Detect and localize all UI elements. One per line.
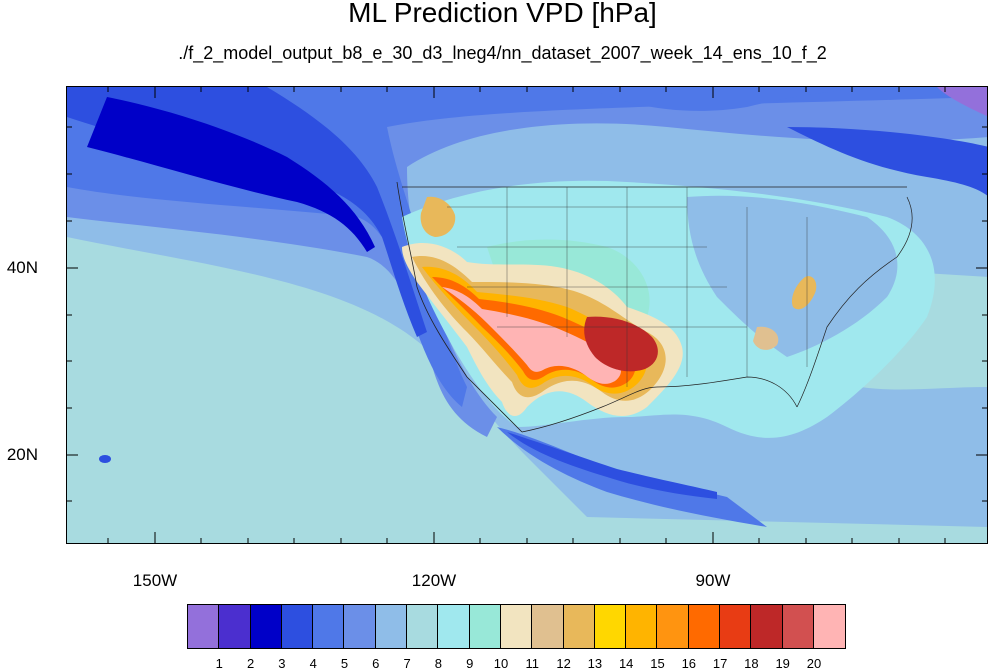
colorbar-box <box>219 605 251 648</box>
colorbar-label: 13 <box>587 656 603 671</box>
lat-label-20n: 20N <box>6 445 38 464</box>
lon-label-120w: 120W <box>411 571 457 590</box>
colorbar-box <box>563 605 595 648</box>
colorbar-label: 15 <box>650 656 665 671</box>
colorbar-label: 9 <box>466 656 474 671</box>
colorbar-label: 14 <box>618 656 634 671</box>
colorbar-box <box>688 605 721 648</box>
lon-label-150w: 150W <box>132 571 178 590</box>
colorbar-label: 7 <box>403 656 411 671</box>
colorbar-label: 1 <box>215 656 223 671</box>
colorbar-box <box>250 605 282 648</box>
colorbar-box <box>407 605 439 648</box>
colorbar-label: 20 <box>806 656 822 671</box>
map-subtitle: ./f_2_model_output_b8_e_30_d3_lneg4/nn_d… <box>178 43 827 63</box>
colorbar-label: 8 <box>434 656 442 671</box>
colorbar <box>187 604 847 649</box>
colorbar-box <box>657 605 689 648</box>
colorbar-label: 11 <box>525 656 540 671</box>
colorbar-box <box>751 605 783 648</box>
colorbar-box <box>344 605 376 648</box>
vpd-field <box>67 87 987 543</box>
colorbar-box <box>720 605 752 648</box>
lat-label-40n: 40N <box>6 258 38 277</box>
lon-label-90w: 90W <box>695 571 731 590</box>
colorbar-box <box>532 605 564 648</box>
map-title: ML Prediction VPD [hPa] <box>348 0 657 28</box>
colorbar-label: 3 <box>278 656 286 671</box>
colorbar-label: 4 <box>309 656 317 671</box>
colorbar-box <box>188 605 220 648</box>
colorbar-box <box>626 605 658 648</box>
colorbar-label: 19 <box>775 656 790 671</box>
colorbar-label: 17 <box>712 656 728 671</box>
colorbar-box <box>782 605 814 648</box>
colorbar-label: 12 <box>556 656 571 671</box>
colorbar-label: 2 <box>246 656 255 671</box>
vpd-map <box>66 86 988 544</box>
colorbar-box <box>281 605 314 648</box>
colorbar-box <box>313 605 345 648</box>
colorbar-label: 10 <box>493 656 509 671</box>
colorbar-box <box>375 605 408 648</box>
colorbar-box <box>438 605 470 648</box>
colorbar-box <box>594 605 627 648</box>
colorbar-label: 5 <box>340 656 349 671</box>
colorbar-box <box>500 605 533 648</box>
colorbar-label: 6 <box>372 656 380 671</box>
colorbar-label: 18 <box>744 656 759 671</box>
colorbar-box <box>469 605 501 648</box>
colorbar-label: 16 <box>681 656 697 671</box>
colorbar-box <box>813 605 846 648</box>
